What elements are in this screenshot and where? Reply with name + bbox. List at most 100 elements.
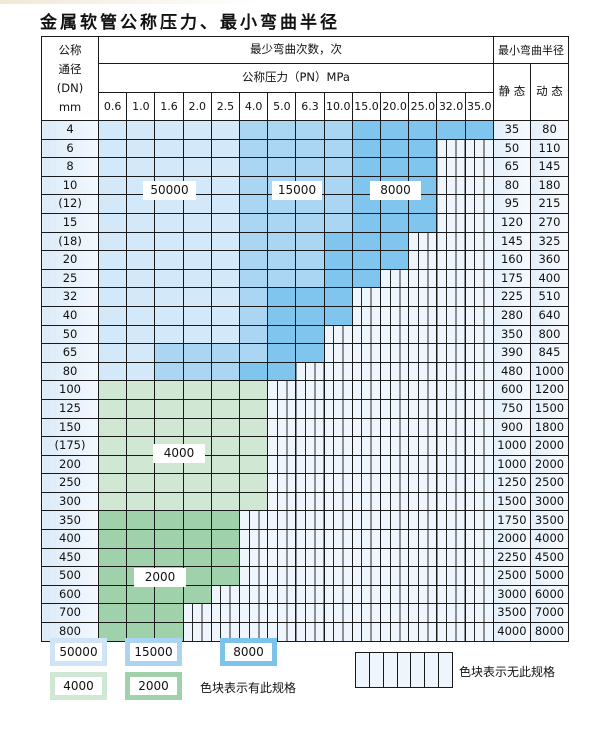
no-spec-cell [408, 343, 438, 363]
spec-cell [380, 138, 410, 159]
dynamic-radius-cell: 3000 [529, 491, 570, 512]
no-spec-cell [380, 417, 410, 438]
no-spec-cell [464, 268, 494, 289]
legend-label: 50000 [59, 645, 98, 659]
spec-cell [239, 417, 269, 438]
spec-cell [408, 138, 438, 159]
no-spec-cell [436, 194, 466, 214]
static-radius-cell: 900 [492, 417, 531, 438]
spec-cell [210, 436, 241, 456]
static-radius-cell: 350 [492, 324, 531, 345]
no-spec-cell [295, 566, 325, 586]
spec-cell [295, 287, 325, 307]
pressure-header-cell: 2.5 [210, 92, 241, 121]
static-radius-cell: 480 [492, 361, 531, 382]
no-spec-cell [436, 584, 466, 605]
spec-cell [154, 510, 184, 531]
no-spec-cell [380, 343, 410, 363]
table-row: (18) 145 325 [40, 231, 570, 252]
spec-cell [239, 305, 269, 326]
spec-cell [98, 194, 128, 214]
no-spec-cell [436, 510, 466, 531]
dn-cell: 125 [40, 398, 100, 419]
spec-cell [154, 361, 184, 382]
no-spec-cell [267, 603, 297, 624]
no-spec-cell [295, 529, 325, 549]
legend-label: 2000 [138, 679, 169, 693]
spec-cell [408, 157, 438, 177]
no-spec-cell [323, 529, 353, 549]
no-spec-cell [464, 510, 494, 531]
spec-cell [182, 120, 212, 140]
spec-cell [380, 212, 410, 233]
dynamic-radius-cell: 400 [529, 268, 570, 289]
spec-cell [239, 212, 269, 233]
dynamic-radius-cell: 845 [529, 343, 570, 363]
pressure-header-cell: 10.0 [323, 92, 353, 121]
spec-cell [98, 547, 128, 568]
spec-cell [210, 510, 241, 531]
spec-cell [154, 343, 184, 363]
no-spec-cell [464, 398, 494, 419]
table-row: 8 65 145 [40, 157, 570, 177]
dynamic-radius-cell: 110 [529, 138, 570, 159]
dn-cell: 100 [40, 380, 100, 400]
no-spec-cell [295, 510, 325, 531]
no-spec-cell [323, 361, 353, 382]
legend-2000: 2000 [125, 672, 182, 700]
spec-cell [154, 212, 184, 233]
spec-cell [98, 250, 128, 270]
dn-cell: 450 [40, 547, 100, 568]
no-spec-cell [464, 436, 494, 456]
spec-cell [323, 157, 353, 177]
spec-cell [98, 529, 128, 549]
spec-cell [154, 250, 184, 270]
no-spec-cell [436, 491, 466, 512]
spec-cell [210, 361, 241, 382]
dn-cell: 400 [40, 529, 100, 549]
dn-header-line: 公称 [58, 42, 82, 57]
dynamic-header: 动 态 [529, 63, 570, 121]
table-row: 300 1500 3000 [40, 491, 570, 512]
spec-cell [154, 324, 184, 345]
legend-50000: 50000 [50, 638, 107, 666]
spec-cell [182, 398, 212, 419]
spec-cell [154, 417, 184, 438]
spec-cell [210, 250, 241, 270]
spec-cell [408, 212, 438, 233]
no-spec-cell [380, 398, 410, 419]
hatch-strip [369, 653, 384, 687]
spec-cell [323, 268, 353, 289]
pressure-header: 公称压力（PN）MPa [98, 63, 494, 93]
static-header: 静 态 [492, 63, 531, 121]
no-spec-cell [351, 491, 382, 512]
static-radius-cell: 4000 [492, 622, 531, 642]
no-spec-cell [436, 417, 466, 438]
no-spec-cell [436, 268, 466, 289]
dynamic-radius-cell: 1500 [529, 398, 570, 419]
no-spec-cell [380, 584, 410, 605]
spec-cell [210, 120, 241, 140]
table-row: 80 480 1000 [40, 361, 570, 382]
table-row: 50 350 800 [40, 324, 570, 345]
legend-label: 8000 [233, 645, 264, 659]
spec-cell [154, 157, 184, 177]
pressure-header-cell: 32.0 [436, 92, 466, 121]
no-spec-cell [464, 175, 494, 196]
spec-cell [210, 194, 241, 214]
dn-cell: 500 [40, 566, 100, 586]
no-spec-cell [351, 529, 382, 549]
no-spec-cell [408, 361, 438, 382]
no-spec-cell [239, 603, 269, 624]
spec-cell [380, 157, 410, 177]
spec-cell [239, 380, 269, 400]
no-spec-cell [351, 305, 382, 326]
spec-table-wrapper: 公称 通径 (DN) mm 最少弯曲次数，次 最小弯曲半径 公称压力（PN）MP… [40, 36, 570, 642]
no-spec-cell [408, 268, 438, 289]
spec-cell [239, 361, 269, 382]
spec-cell [182, 584, 212, 605]
spec-cell [126, 120, 156, 140]
spec-cell [126, 231, 156, 252]
spec-cell [380, 120, 410, 140]
table-row: 6 50 110 [40, 138, 570, 159]
